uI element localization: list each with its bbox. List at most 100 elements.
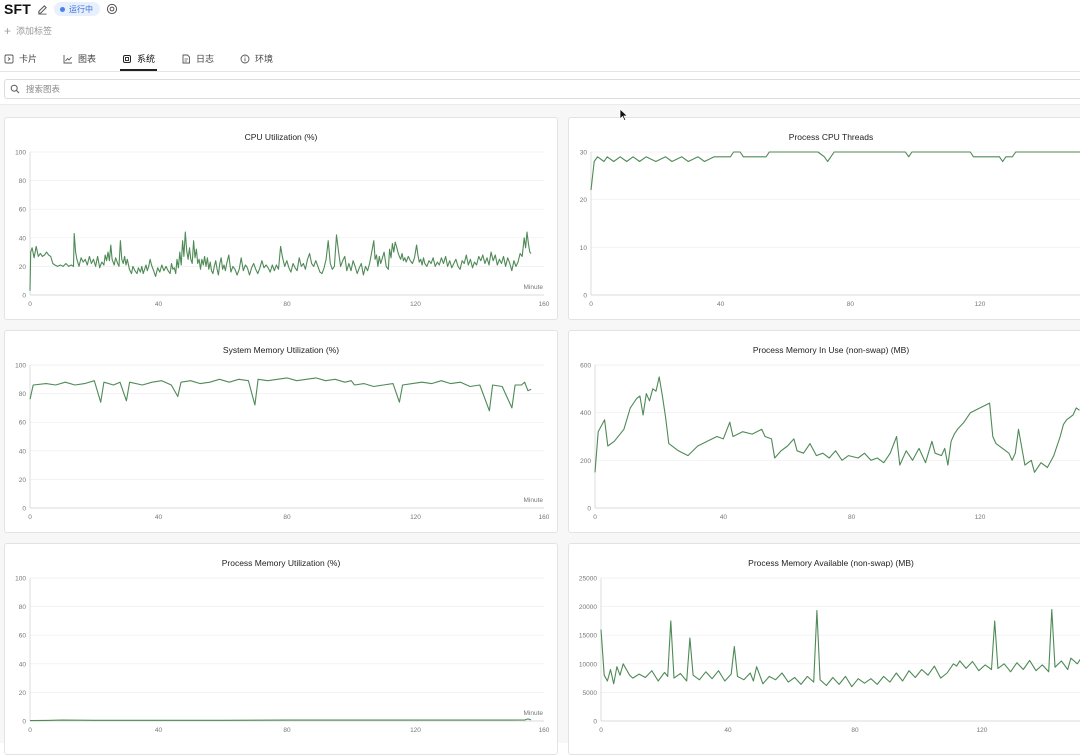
- x-tick-label: 0: [589, 301, 593, 308]
- chart-title: CPU Utilization (%): [244, 132, 318, 142]
- y-tick-label: 40: [19, 448, 27, 455]
- status-badge: 运行中: [54, 2, 101, 16]
- y-tick-label: 60: [19, 207, 27, 214]
- search-box[interactable]: [4, 79, 1080, 99]
- y-tick-label: 0: [22, 506, 26, 513]
- process-memory-available-chart: 0 5000 10000 15000 20000 25000 0 40 80 120: [579, 576, 1080, 734]
- tab-card[interactable]: 卡片: [4, 47, 37, 70]
- run-header: SFT 运行中 + 添加标签 卡片 图表 系统 日志: [0, 0, 1080, 104]
- x-tick-label: 80: [851, 727, 859, 734]
- process-cpu-threads-chart: 0 10 20 30 0 40 80 120: [580, 150, 1080, 308]
- title-row: SFT 运行中: [4, 1, 118, 17]
- x-tick-label: 80: [283, 514, 291, 521]
- y-tick-label: 80: [19, 178, 27, 185]
- y-tick-label: 60: [19, 420, 27, 427]
- y-tick-label: 400: [580, 410, 591, 417]
- x-tick-label: 40: [724, 727, 732, 734]
- tab-logs-label: 日志: [196, 54, 215, 64]
- x-tick-label: 120: [977, 727, 988, 734]
- x-tick-label: 0: [28, 514, 32, 521]
- chart-title: Process CPU Threads: [788, 132, 874, 142]
- info-icon: [240, 54, 250, 63]
- chart-panel-process-memory-available[interactable]: Process Memory Available (non-swap) (MB)…: [568, 543, 1080, 755]
- tab-logs[interactable]: 日志: [181, 47, 214, 70]
- log-icon: [182, 54, 190, 63]
- series-line: [590, 151, 1080, 191]
- chart-title: Process Memory Utilization (%): [221, 558, 341, 568]
- chart-panel-process-memory-in-use[interactable]: Process Memory In Use (non-swap) (MB) 0 2…: [568, 330, 1080, 533]
- y-tick-label: 100: [15, 150, 26, 157]
- x-tick-label: 0: [599, 727, 603, 734]
- chip-icon: [123, 54, 131, 63]
- status-dot-icon: [60, 6, 66, 12]
- tab-card-label: 卡片: [19, 54, 38, 64]
- add-tag-button[interactable]: + 添加标签: [4, 24, 52, 37]
- series-line: [594, 376, 1080, 473]
- x-tick-label: 0: [28, 727, 32, 734]
- chart-panel-process-cpu-threads[interactable]: Process CPU Threads 0 10 20 30 0 40 80 120: [568, 117, 1080, 320]
- x-tick-label: 120: [410, 727, 421, 734]
- y-tick-label: 10000: [579, 661, 597, 668]
- tab-charts[interactable]: 图表: [63, 47, 96, 70]
- y-tick-label: 0: [22, 719, 26, 726]
- x-tick-label: 40: [717, 301, 725, 308]
- chart-panel-process-memory-utilization[interactable]: Process Memory Utilization (%) 0 20 40 60 80…: [4, 543, 558, 755]
- process-memory-utilization-chart: 0 20 40 60 80 100 0 40 80 120 160 Minute: [15, 576, 550, 735]
- y-tick-label: 20: [580, 197, 588, 204]
- x-axis-label: Minute: [523, 284, 543, 291]
- plus-icon: +: [4, 23, 12, 38]
- card-icon: [4, 54, 14, 63]
- y-tick-label: 80: [19, 391, 27, 398]
- tab-system-label: 系统: [137, 54, 156, 64]
- target-icon[interactable]: [106, 3, 118, 15]
- chart-icon: [63, 54, 72, 63]
- chart-title: Process Memory In Use (non-swap) (MB): [752, 345, 910, 355]
- cpu-utilization-chart: 0 20 40 60 80 100 0 40 80 120 160 Minute: [15, 150, 550, 309]
- y-tick-label: 100: [15, 576, 26, 583]
- x-tick-label: 0: [28, 301, 32, 308]
- x-tick-label: 80: [847, 301, 855, 308]
- x-tick-label: 40: [155, 301, 163, 308]
- x-tick-label: 160: [539, 301, 550, 308]
- y-tick-label: 10: [580, 245, 588, 252]
- series-line: [29, 718, 532, 722]
- x-tick-label: 120: [410, 514, 421, 521]
- chart-title: Process Memory Available (non-swap) (MB): [748, 558, 914, 568]
- y-tick-label: 0: [22, 293, 26, 300]
- tab-system[interactable]: 系统: [119, 47, 158, 71]
- x-tick-label: 120: [975, 301, 986, 308]
- edit-icon[interactable]: [37, 4, 48, 15]
- x-tick-label: 120: [410, 301, 421, 308]
- status-text: 运行中: [69, 4, 94, 14]
- series-line: [29, 231, 532, 291]
- chart-panel-system-memory-utilization[interactable]: System Memory Utilization (%) 0 20 40 60 80 1…: [4, 330, 558, 533]
- y-tick-label: 0: [593, 719, 597, 726]
- tab-charts-label: 图表: [78, 54, 97, 64]
- run-title: SFT: [4, 1, 32, 17]
- x-axis-label: Minute: [523, 497, 543, 504]
- y-tick-label: 40: [19, 661, 27, 668]
- process-memory-in-use-chart: 0 200 400 600 0 40 80 120: [580, 363, 1080, 521]
- series-line: [600, 608, 1080, 688]
- series-line: [29, 377, 532, 412]
- y-tick-label: 40: [19, 235, 27, 242]
- x-tick-label: 40: [155, 727, 163, 734]
- y-tick-label: 20000: [579, 604, 597, 611]
- x-axis-label: Minute: [523, 710, 543, 717]
- x-tick-label: 80: [283, 301, 291, 308]
- y-tick-label: 80: [19, 604, 27, 611]
- x-tick-label: 80: [848, 514, 856, 521]
- y-tick-label: 20: [19, 264, 27, 271]
- x-tick-label: 120: [975, 514, 986, 521]
- charts-grid: CPU Utilization (%) 0 20 40 60 80 100 0 40 80 120…: [0, 104, 1080, 755]
- tab-bar: 卡片 图表 系统 日志 环境: [0, 47, 1080, 72]
- y-tick-label: 60: [19, 633, 27, 640]
- chart-panel-cpu-utilization[interactable]: CPU Utilization (%) 0 20 40 60 80 100 0 40 80 120…: [4, 117, 558, 320]
- search-input[interactable]: [26, 84, 426, 94]
- y-tick-label: 20: [19, 690, 27, 697]
- y-tick-label: 5000: [583, 690, 598, 697]
- x-tick-label: 160: [539, 514, 550, 521]
- y-tick-label: 15000: [579, 633, 597, 640]
- tab-environment[interactable]: 环境: [240, 47, 273, 70]
- x-tick-label: 40: [155, 514, 163, 521]
